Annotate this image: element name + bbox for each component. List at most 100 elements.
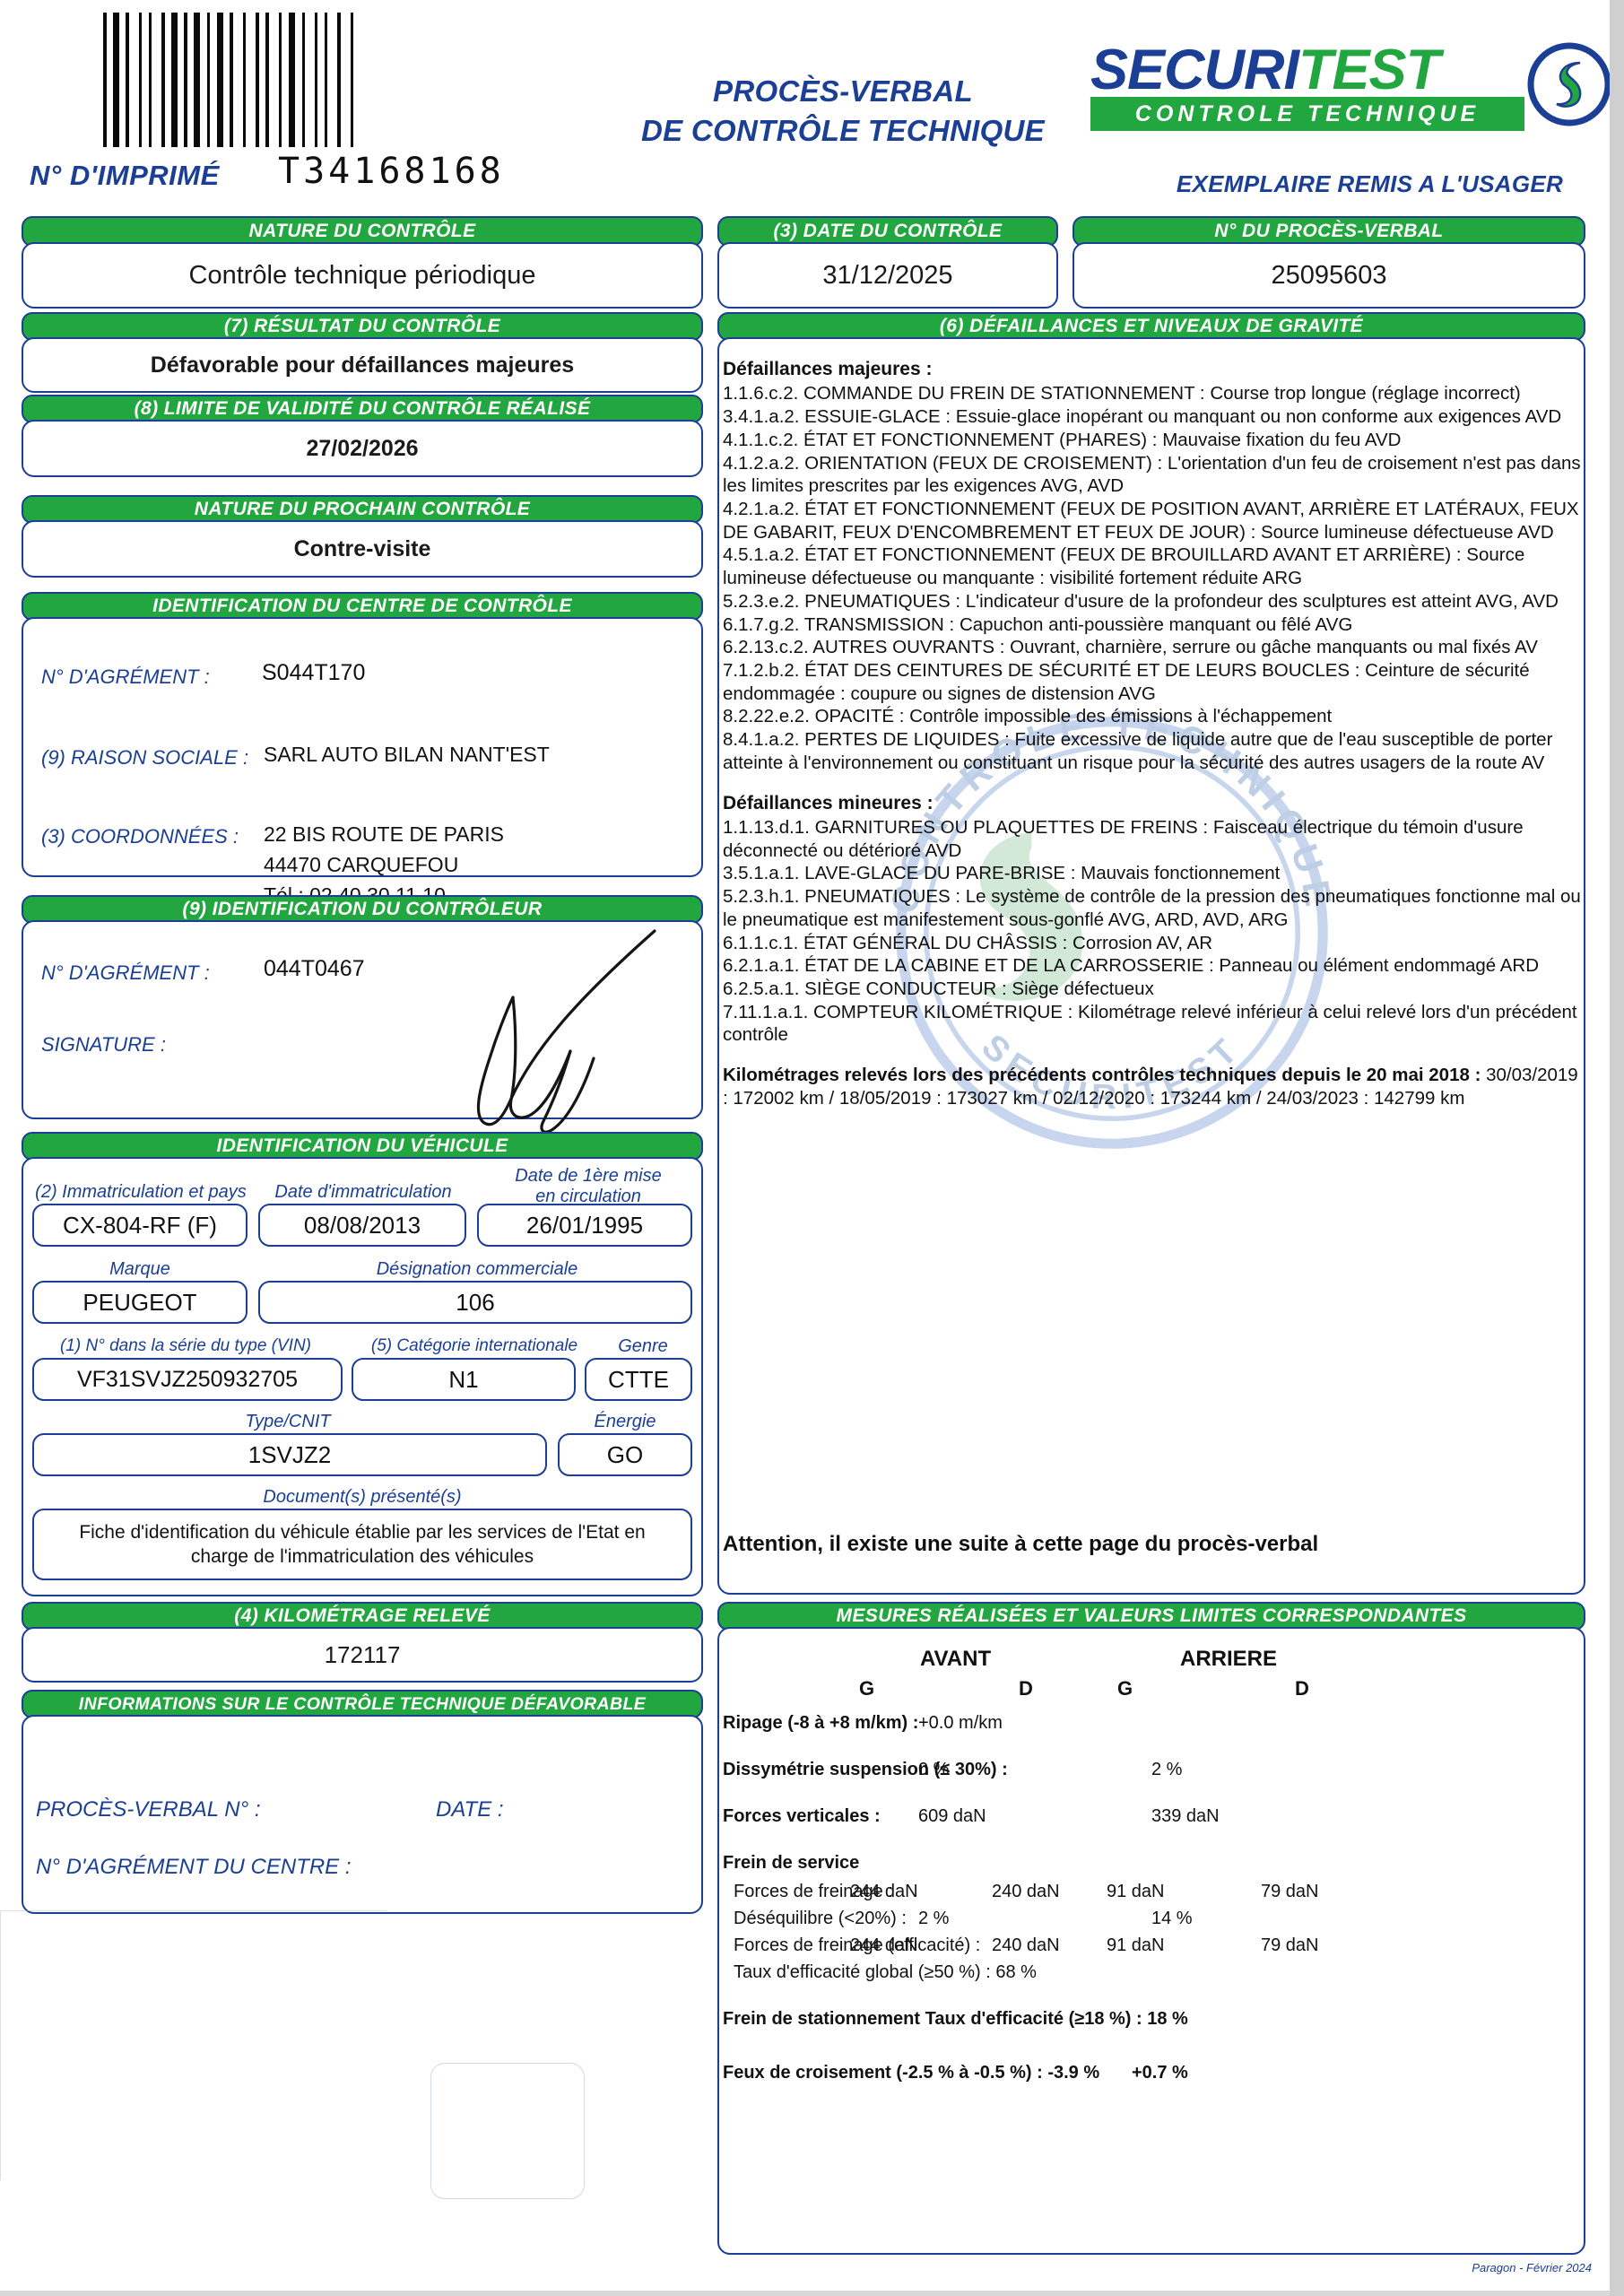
caption-first-registration-l2: en circulation: [535, 1187, 641, 1206]
measures-box: [717, 1627, 1585, 2255]
defect-item: 4.2.1.a.2. ÉTAT ET FONCTIONNEMENT (FEUX …: [723, 498, 1579, 543]
control-date-header: (3) DATE DU CONTRÔLE: [717, 216, 1058, 247]
next-control-value: Contre-visite: [293, 535, 431, 561]
value-first-registration: 26/01/1995: [477, 1204, 692, 1247]
defects-header: (6) DÉFAILLANCES ET NIVEAUX DE GRAVITÉ: [717, 312, 1585, 341]
control-date-box: [717, 242, 1058, 309]
result-box: [22, 337, 703, 393]
unfavorable-agrement-label: N° D'AGRÉMENT DU CENTRE :: [36, 1855, 352, 1879]
measures-table: AVANT ARRIERE G D G D Ripage (-8 à +8 m/…: [723, 1647, 1584, 2099]
center-raison-value: SARL AUTO BILAN NANT'EST: [264, 743, 550, 766]
value-categorie: N1: [352, 1358, 576, 1401]
minor-defects-items: 1.1.13.d.1. GARNITURES OU PLAQUETTES DE …: [723, 816, 1585, 1047]
value-designation: 106: [258, 1281, 692, 1324]
caption-vin: (1) N° dans la série du type (VIN): [59, 1336, 312, 1355]
ripage-value: +0.0 m/km: [918, 1713, 1003, 1733]
pv-number-header: N° DU PROCÈS-VERBAL: [1073, 216, 1585, 247]
securitest-logo: SECURITEST CONTROLE TECHNIQUE: [1083, 34, 1611, 142]
value-documents: Fiche d'identification du véhicule établ…: [32, 1509, 692, 1580]
unfavorable-info-box: [22, 1715, 703, 1914]
logo-text-securi: SECURI: [1090, 39, 1299, 101]
documents-line-1: Fiche d'identification du véhicule établ…: [79, 1521, 646, 1543]
defect-item: 4.1.2.a.2. ORIENTATION (FEUX DE CROISEME…: [723, 452, 1581, 497]
major-defects-title: Défaillances majeures :: [723, 359, 933, 379]
controller-signature-label: SIGNATURE :: [41, 1033, 166, 1056]
center-identification-box: [22, 617, 703, 877]
securitest-circle-s-icon: [1527, 42, 1611, 126]
validity-box: [22, 420, 703, 477]
col-header-avant-d: D: [1019, 1677, 1033, 1700]
logo-text-test: TEST: [1298, 39, 1440, 101]
defect-item: 6.1.7.g.2. TRANSMISSION : Capuchon anti-…: [723, 613, 1353, 635]
value-immatriculation: CX-804-RF (F): [32, 1204, 248, 1247]
mileage-box: [22, 1627, 703, 1683]
col-header-arriere-g: G: [1117, 1677, 1133, 1700]
value-date-immatriculation: 08/08/2013: [258, 1204, 466, 1247]
braking-efficiency-avd: 240 daN: [992, 1935, 1060, 1955]
parking-brake-efficiency: Frein de stationnement Taux d'efficacité…: [723, 2009, 1188, 2029]
result-value: Défavorable pour défaillances majeures: [150, 352, 575, 378]
caption-date-immatriculation: Date d'immatriculation: [274, 1182, 452, 1202]
imbalance-rear: 14 %: [1151, 1909, 1193, 1928]
dissymmetry-label: Dissymétrie suspension (≤ 30%) :: [723, 1760, 1008, 1779]
braking-forces-avd: 240 daN: [992, 1882, 1060, 1901]
braking-efficiency-ard: 79 daN: [1261, 1935, 1319, 1955]
center-raison-label: (9) RAISON SOCIALE :: [41, 746, 249, 769]
control-date-value: 31/12/2025: [822, 260, 953, 290]
caption-documents: Document(s) présenté(s): [263, 1487, 462, 1507]
print-number-label: N° D'IMPRIMÉ: [30, 160, 220, 191]
caption-designation: Désignation commerciale: [376, 1259, 578, 1279]
value-vin: VF31SVJZ250932705: [32, 1358, 343, 1401]
next-control-box: [22, 520, 703, 578]
col-header-arriere-d: D: [1295, 1677, 1309, 1700]
center-agrement-label: N° D'AGRÉMENT :: [41, 665, 210, 688]
pv-number-box: [1073, 242, 1585, 309]
unfavorable-info-header: INFORMATIONS SUR LE CONTRÔLE TECHNIQUE D…: [22, 1690, 703, 1718]
doc-title-line-1: PROCÈS-VERBAL: [713, 74, 973, 108]
mileage-history-values: 30/03/2019 : 172002 km / 18/05/2019 : 17…: [723, 1065, 1578, 1109]
major-defects-items: 1.1.6.c.2. COMMANDE DU FREIN DE STATIONN…: [723, 382, 1585, 774]
vertical-forces-label: Forces verticales :: [723, 1806, 881, 1826]
pv-number-value: 25095603: [1271, 260, 1387, 290]
value-genre: CTTE: [585, 1358, 692, 1401]
controller-agrement-value: 044T0467: [264, 956, 365, 981]
defect-item: 6.1.1.c.1. ÉTAT GÉNÉRAL DU CHÂSSIS : Cor…: [723, 932, 1213, 953]
value-marque: PEUGEOT: [32, 1281, 248, 1324]
controller-signature-mark: [476, 929, 656, 1134]
defect-item: 7.1.2.b.2. ÉTAT DES CEINTURES DE SÉCURIT…: [723, 659, 1530, 704]
doc-title-line-2: DE CONTRÔLE TECHNIQUE: [641, 113, 1045, 147]
defect-item: 1.1.13.d.1. GARNITURES OU PLAQUETTES DE …: [723, 816, 1524, 861]
controller-agrement-label: N° D'AGRÉMENT :: [41, 961, 210, 984]
braking-forces-arg: 91 daN: [1107, 1882, 1165, 1901]
print-number-value: T34168168: [278, 151, 505, 192]
braking-efficiency-arg: 91 daN: [1107, 1935, 1165, 1955]
controller-identification-header: (9) IDENTIFICATION DU CONTRÔLEUR: [22, 895, 703, 924]
minor-defects-title: Défaillances mineures :: [723, 792, 934, 813]
measures-header: MESURES RÉALISÉES ET VALEURS LIMITES COR…: [717, 1602, 1585, 1631]
defect-item: 5.2.3.h.1. PNEUMATIQUES : Le système de …: [723, 886, 1581, 930]
center-agrement-value: S044T170: [262, 660, 366, 685]
dissymmetry-front: 0 %: [918, 1760, 950, 1779]
mileage-value: 172117: [324, 1640, 401, 1668]
braking-forces-label: Forces de freinage :: [734, 1882, 893, 1901]
page-title: PROCÈS-VERBAL DE CONTRÔLE TECHNIQUE: [628, 72, 1058, 150]
col-header-avant: AVANT: [920, 1647, 992, 1671]
ripage-label: Ripage (-8 à +8 m/km) :: [723, 1713, 919, 1733]
controller-identification-box: [22, 920, 703, 1119]
mileage-history: Kilométrages relevés lors des précédents…: [723, 1064, 1585, 1109]
defect-item: 6.2.13.c.2. AUTRES OUVRANTS : Ouvrant, c…: [723, 637, 1538, 658]
nature-control-box: [22, 242, 703, 309]
barcode: [103, 13, 359, 147]
center-coordinates-label: (3) COORDONNÉES :: [41, 825, 239, 848]
caption-first-registration-l1: Date de 1ère mise: [515, 1166, 662, 1186]
logo-banner: CONTROLE TECHNIQUE: [1090, 97, 1524, 131]
vertical-forces-front: 609 daN: [918, 1806, 986, 1826]
defect-item: 3.5.1.a.1. LAVE-GLACE DU PARE-BRISE : Ma…: [723, 863, 1281, 884]
col-header-arriere: ARRIERE: [1180, 1647, 1278, 1671]
caption-first-registration: Date de 1ère mise en circulation: [481, 1166, 696, 1207]
center-address-line1: 22 BIS ROUTE DE PARIS: [264, 822, 504, 846]
braking-forces-ard: 79 daN: [1261, 1882, 1319, 1901]
caption-marque: Marque: [109, 1259, 170, 1279]
defect-item: 8.2.22.e.2. OPACITÉ : Contrôle impossibl…: [723, 706, 1333, 727]
